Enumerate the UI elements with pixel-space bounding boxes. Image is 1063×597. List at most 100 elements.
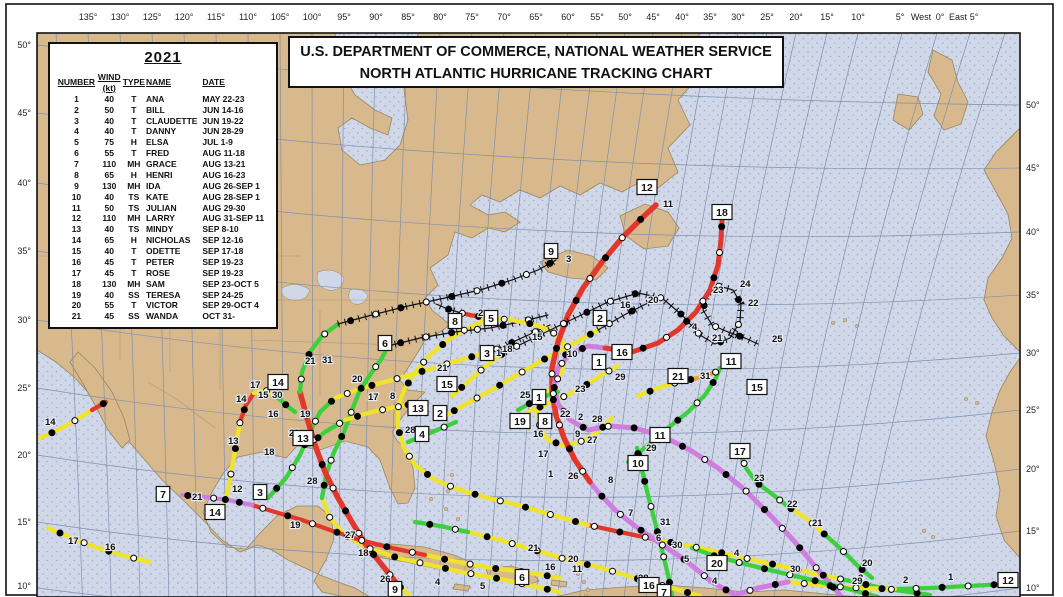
top-axis-label: 70° [497,12,511,22]
svg-text:1: 1 [536,392,542,404]
svg-text:4: 4 [692,322,698,333]
svg-text:3: 3 [257,487,263,499]
storm-number-box-8: 8 [447,312,463,330]
top-axis-label: West [911,12,932,22]
svg-text:8: 8 [452,316,458,328]
land-newfoundland [619,203,680,250]
svg-text:29: 29 [646,443,657,454]
right-axis-label: 30° [1026,348,1040,358]
top-axis-label: 135° [79,12,98,22]
storm-row: 11 50 TS JULIAN AUG 29-30 [71,202,246,213]
col-date: DATE [202,77,225,88]
svg-text:28: 28 [307,476,318,487]
top-axis-label: 20° [789,12,803,22]
svg-text:26: 26 [568,471,579,482]
island-speck [575,571,581,577]
right-axis-label: 15° [1026,526,1040,536]
left-axis-label: 35° [17,246,31,256]
svg-text:2: 2 [578,412,583,423]
svg-text:14: 14 [209,507,221,519]
right-axis-label: 45° [1026,163,1040,173]
svg-text:3: 3 [858,573,863,584]
svg-text:12: 12 [232,484,243,495]
svg-text:20: 20 [648,295,659,306]
island-speck [930,534,936,540]
svg-text:27: 27 [345,530,356,541]
svg-text:31: 31 [700,371,711,382]
svg-text:3: 3 [566,254,571,265]
storm-number-box-9: 9 [387,580,403,597]
storm-number-box-12: 12 [636,178,658,196]
axis-labels: 135° 130° 125° 120° 115° 110° 105° 100° 95° 90° 85… [17,12,1040,593]
top-axis-label: 45° [646,12,660,22]
storm-number-box-9: 9 [543,242,559,260]
svg-text:4: 4 [734,548,740,559]
svg-text:8: 8 [542,416,548,428]
svg-text:29: 29 [852,576,863,587]
svg-text:11: 11 [572,564,583,575]
left-axis-label: 45° [17,108,31,118]
svg-text:16: 16 [105,542,116,553]
storm-number-box-6: 6 [377,334,393,352]
svg-text:2: 2 [478,308,483,319]
left-axis-label: 40° [17,178,31,188]
storm-row: 7 110 MH GRACE AUG 13-21 [74,159,246,169]
storm-number-box-11: 11 [720,352,742,370]
storm-row: 10 40 TS KATE AUG 28-SEP 1 [71,191,260,202]
storm-number-box-8: 8 [537,412,553,430]
svg-text:4: 4 [712,576,718,587]
top-axis-label: 80° [433,12,447,22]
left-axis-label: 30° [17,315,31,325]
svg-text:14: 14 [45,417,56,428]
storm-row: 6 55 T FRED AUG 11-18 [74,148,245,159]
storm-row: 21 45 SS WANDA OCT 31- [71,311,235,322]
storm-number-box-13: 13 [292,429,314,447]
land-great-britain [927,49,969,131]
legend-year: 2021 [144,49,182,66]
svg-text:1: 1 [596,357,602,369]
svg-text:5: 5 [684,554,690,565]
svg-text:23: 23 [754,473,765,484]
top-axis-label: 120° [175,12,194,22]
top-axis-label: 50° [618,12,632,22]
top-axis-label: 95° [337,12,351,22]
svg-text:7: 7 [661,587,667,597]
svg-text:1: 1 [548,469,554,480]
svg-text:11: 11 [654,430,665,442]
top-axis-label: 5° [970,12,979,22]
svg-text:21: 21 [812,518,823,529]
top-axis-label: 5° [896,12,905,22]
svg-text:18: 18 [716,207,728,219]
storm-number-box-5: 5 [483,309,499,327]
island-speck [581,579,587,585]
svg-text:24: 24 [740,279,751,290]
storm-row: 16 45 T PETER SEP 19-23 [71,256,244,267]
storm-number-box-3: 3 [479,344,495,362]
svg-text:7: 7 [628,508,633,519]
storm-number-box-13: 13 [407,399,429,417]
top-axis-label: 100° [303,12,322,22]
svg-text:7: 7 [160,489,166,501]
svg-text:21: 21 [192,492,203,503]
top-axis-label: 105° [271,12,290,22]
svg-text:22: 22 [787,499,798,510]
top-axis-label: 60° [561,12,575,22]
storm-number-box-1: 1 [531,388,547,406]
svg-text:13: 13 [412,403,424,415]
storm-number-box-10: 10 [627,454,649,472]
right-axis-label: 10° [1026,583,1040,593]
top-axis-label: 0° [936,12,945,22]
top-axis-label: 55° [590,12,604,22]
land-baja-california [69,351,131,449]
svg-text:8: 8 [608,475,613,486]
island-speck [974,400,980,406]
svg-text:23: 23 [713,285,724,296]
top-axis-label: 65° [529,12,543,22]
svg-text:16: 16 [545,562,556,573]
storm-row: 20 55 T VICTOR SEP 29-OCT 4 [71,300,259,311]
svg-text:20: 20 [711,558,723,570]
svg-text:30: 30 [790,564,801,575]
svg-text:18: 18 [502,344,513,355]
storm-number-box-16: 16 [638,576,660,594]
